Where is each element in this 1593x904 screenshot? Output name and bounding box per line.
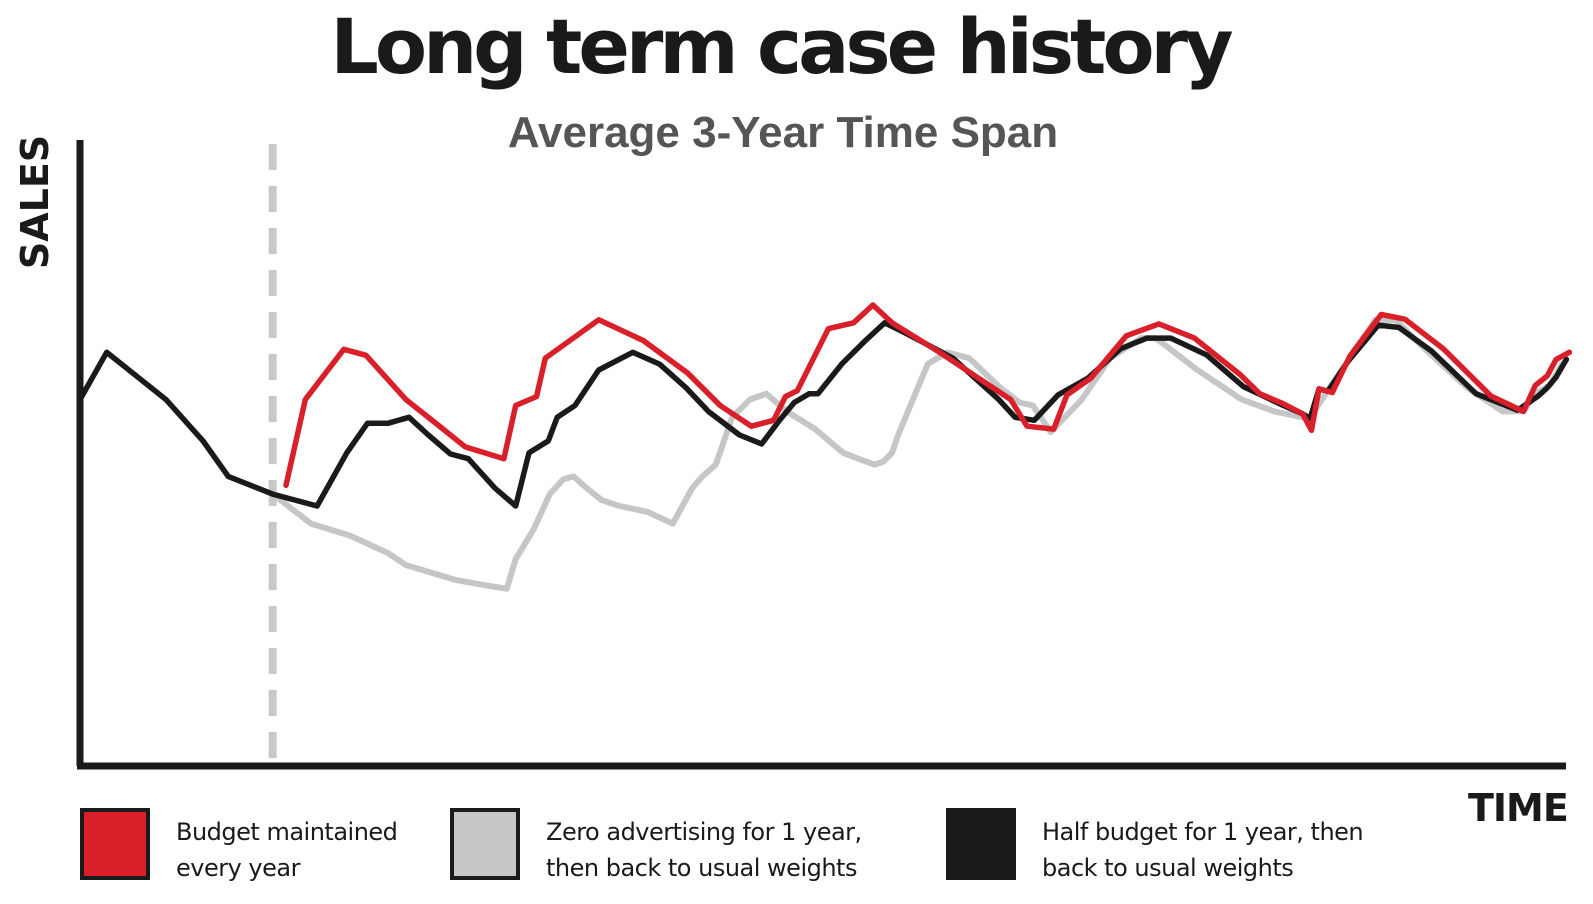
legend-text-line: then back to usual weights: [546, 854, 857, 882]
legend-label-zero-advertising: Zero advertising for 1 year, then back t…: [546, 814, 862, 886]
legend-item-zero-advertising: Zero advertising for 1 year, then back t…: [450, 808, 880, 888]
series-line-zero-advertising: [269, 316, 1565, 592]
series-line-budget-maintained: [283, 302, 1573, 489]
chart-title: Long term case history: [330, 2, 1233, 91]
legend-swatch-zero-advertising: [450, 808, 520, 880]
legend-text-line: back to usual weights: [1042, 854, 1294, 882]
legend-text-line: Zero advertising for 1 year,: [546, 818, 862, 846]
series-line-history: [77, 349, 276, 497]
legend-label-budget-maintained: Budget maintained every year: [176, 814, 398, 886]
legend-swatch-half-budget: [946, 808, 1016, 880]
series-line-half-budget: [269, 320, 1570, 509]
legend-label-half-budget: Half budget for 1 year, then back to usu…: [1042, 814, 1364, 886]
legend-text-line: Half budget for 1 year, then: [1042, 818, 1364, 846]
x-axis-label: TIME: [1468, 786, 1569, 830]
legend-swatch-budget-maintained: [80, 808, 150, 880]
chart-subtitle: Average 3-Year Time Span: [507, 108, 1059, 157]
legend-item-budget-maintained: Budget maintained every year: [80, 808, 420, 888]
legend-text-line: every year: [176, 854, 300, 882]
series-group: [77, 302, 1573, 592]
legend-text-line: Budget maintained: [176, 818, 398, 846]
legend-item-half-budget: Half budget for 1 year, then back to usu…: [946, 808, 1376, 888]
